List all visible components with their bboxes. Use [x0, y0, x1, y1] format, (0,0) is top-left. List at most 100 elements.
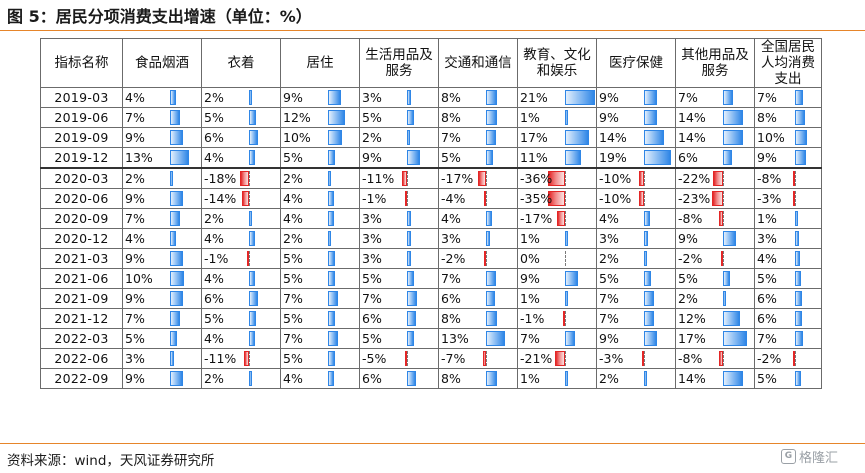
positive-bar — [407, 231, 411, 246]
value-cell: 8% — [438, 87, 518, 108]
value-cell: 2% — [596, 368, 676, 389]
cell-value: 7% — [283, 291, 303, 306]
table-body: 2019-03 4% 2% 9% 3% 8% 21% 9% 7% 7% 2019-06 7% 5% 12%… — [40, 87, 822, 389]
positive-bar — [170, 150, 189, 165]
value-cell: 5% — [754, 268, 822, 289]
positive-bar — [723, 150, 732, 165]
positive-bar — [486, 371, 497, 386]
table-row: 2019-03 4% 2% 9% 3% 8% 21% 9% 7% 7% — [40, 87, 822, 108]
cell-value: 7% — [441, 271, 461, 286]
positive-bar — [644, 291, 654, 306]
cell-value: -7% — [441, 351, 466, 366]
value-cell: 8% — [754, 107, 822, 128]
cell-value: -4% — [441, 191, 466, 206]
cell-value: 5% — [441, 150, 461, 165]
negative-bar — [719, 211, 723, 226]
positive-bar — [565, 90, 595, 105]
value-cell: -8% — [754, 167, 822, 189]
cell-value: -10% — [599, 191, 632, 206]
cell-value: 12% — [678, 311, 706, 326]
cell-value: 9% — [678, 231, 698, 246]
negative-bar — [478, 171, 486, 186]
positive-bar — [170, 251, 183, 266]
bar-axis — [723, 211, 724, 226]
positive-bar — [486, 150, 493, 165]
negative-bar — [247, 251, 249, 266]
bar-axis — [565, 171, 566, 186]
value-cell: 6% — [359, 308, 439, 329]
cell-value: -1% — [362, 191, 387, 206]
value-cell: -2% — [675, 248, 755, 269]
positive-bar — [565, 231, 568, 246]
value-cell: 14% — [675, 368, 755, 389]
value-cell: 3% — [359, 228, 439, 249]
cell-value: 6% — [362, 371, 382, 386]
value-cell: 10% — [280, 127, 360, 148]
positive-bar — [644, 371, 647, 386]
cell-value: 4% — [757, 251, 777, 266]
positive-bar — [170, 271, 184, 286]
cell-value: 10% — [125, 271, 153, 286]
positive-bar — [486, 271, 496, 286]
value-cell: -1% — [517, 308, 597, 329]
g-logo-icon: G — [781, 449, 796, 464]
cell-value: 3% — [757, 231, 777, 246]
value-cell: -10% — [596, 188, 676, 209]
cell-value: 5% — [283, 271, 303, 286]
positive-bar — [249, 90, 252, 105]
cell-value: -36% — [520, 171, 553, 186]
cell-value: 4% — [441, 211, 461, 226]
negative-bar — [484, 191, 486, 206]
row-date: 2022-06 — [40, 348, 123, 369]
value-cell: 9% — [122, 288, 202, 309]
value-cell: 13% — [438, 328, 518, 349]
positive-bar — [170, 110, 180, 125]
cell-value: 5% — [757, 271, 777, 286]
cell-value: 0% — [520, 251, 540, 266]
positive-bar — [328, 351, 335, 366]
value-cell: 17% — [517, 127, 597, 148]
value-cell: 5% — [280, 248, 360, 269]
value-cell: 3% — [438, 228, 518, 249]
positive-bar — [486, 130, 496, 145]
value-cell: 9% — [754, 147, 822, 169]
bar-axis — [249, 171, 250, 186]
value-cell: -4% — [438, 188, 518, 209]
cell-value: 2% — [283, 171, 303, 186]
positive-bar — [407, 331, 414, 346]
cell-value: 3% — [599, 231, 619, 246]
cell-value: 8% — [441, 371, 461, 386]
cell-value: -17% — [520, 211, 553, 226]
positive-bar — [328, 331, 338, 346]
cell-value: 7% — [362, 291, 382, 306]
bar-axis — [723, 171, 724, 186]
cell-value: 6% — [757, 311, 777, 326]
cell-value: 4% — [204, 331, 224, 346]
negative-bar — [793, 351, 795, 366]
bar-axis — [644, 171, 645, 186]
value-cell: 6% — [675, 147, 755, 169]
value-cell: 9% — [596, 328, 676, 349]
value-cell: 21% — [517, 87, 597, 108]
positive-bar — [407, 110, 414, 125]
cell-value: 5% — [204, 311, 224, 326]
bar-axis — [486, 191, 487, 206]
value-cell: 13% — [122, 147, 202, 169]
bottom-rule — [0, 443, 865, 444]
positive-bar — [407, 371, 416, 386]
cell-value: 4% — [125, 231, 145, 246]
cell-value: 3% — [362, 231, 382, 246]
cell-value: 4% — [204, 231, 224, 246]
table-row: 2020-06 9% -14% 4% -1% -4% -35% -10% -23% -3% — [40, 188, 822, 209]
cell-value: 1% — [757, 211, 777, 226]
positive-bar — [486, 311, 497, 326]
value-cell: 10% — [122, 268, 202, 289]
cell-value: 2% — [283, 231, 303, 246]
value-cell: 6% — [201, 127, 281, 148]
positive-bar — [486, 90, 497, 105]
positive-bar — [170, 331, 177, 346]
value-cell: 14% — [596, 127, 676, 148]
value-cell: 11% — [517, 147, 597, 169]
cell-value: 14% — [678, 371, 706, 386]
negative-bar — [548, 191, 565, 206]
